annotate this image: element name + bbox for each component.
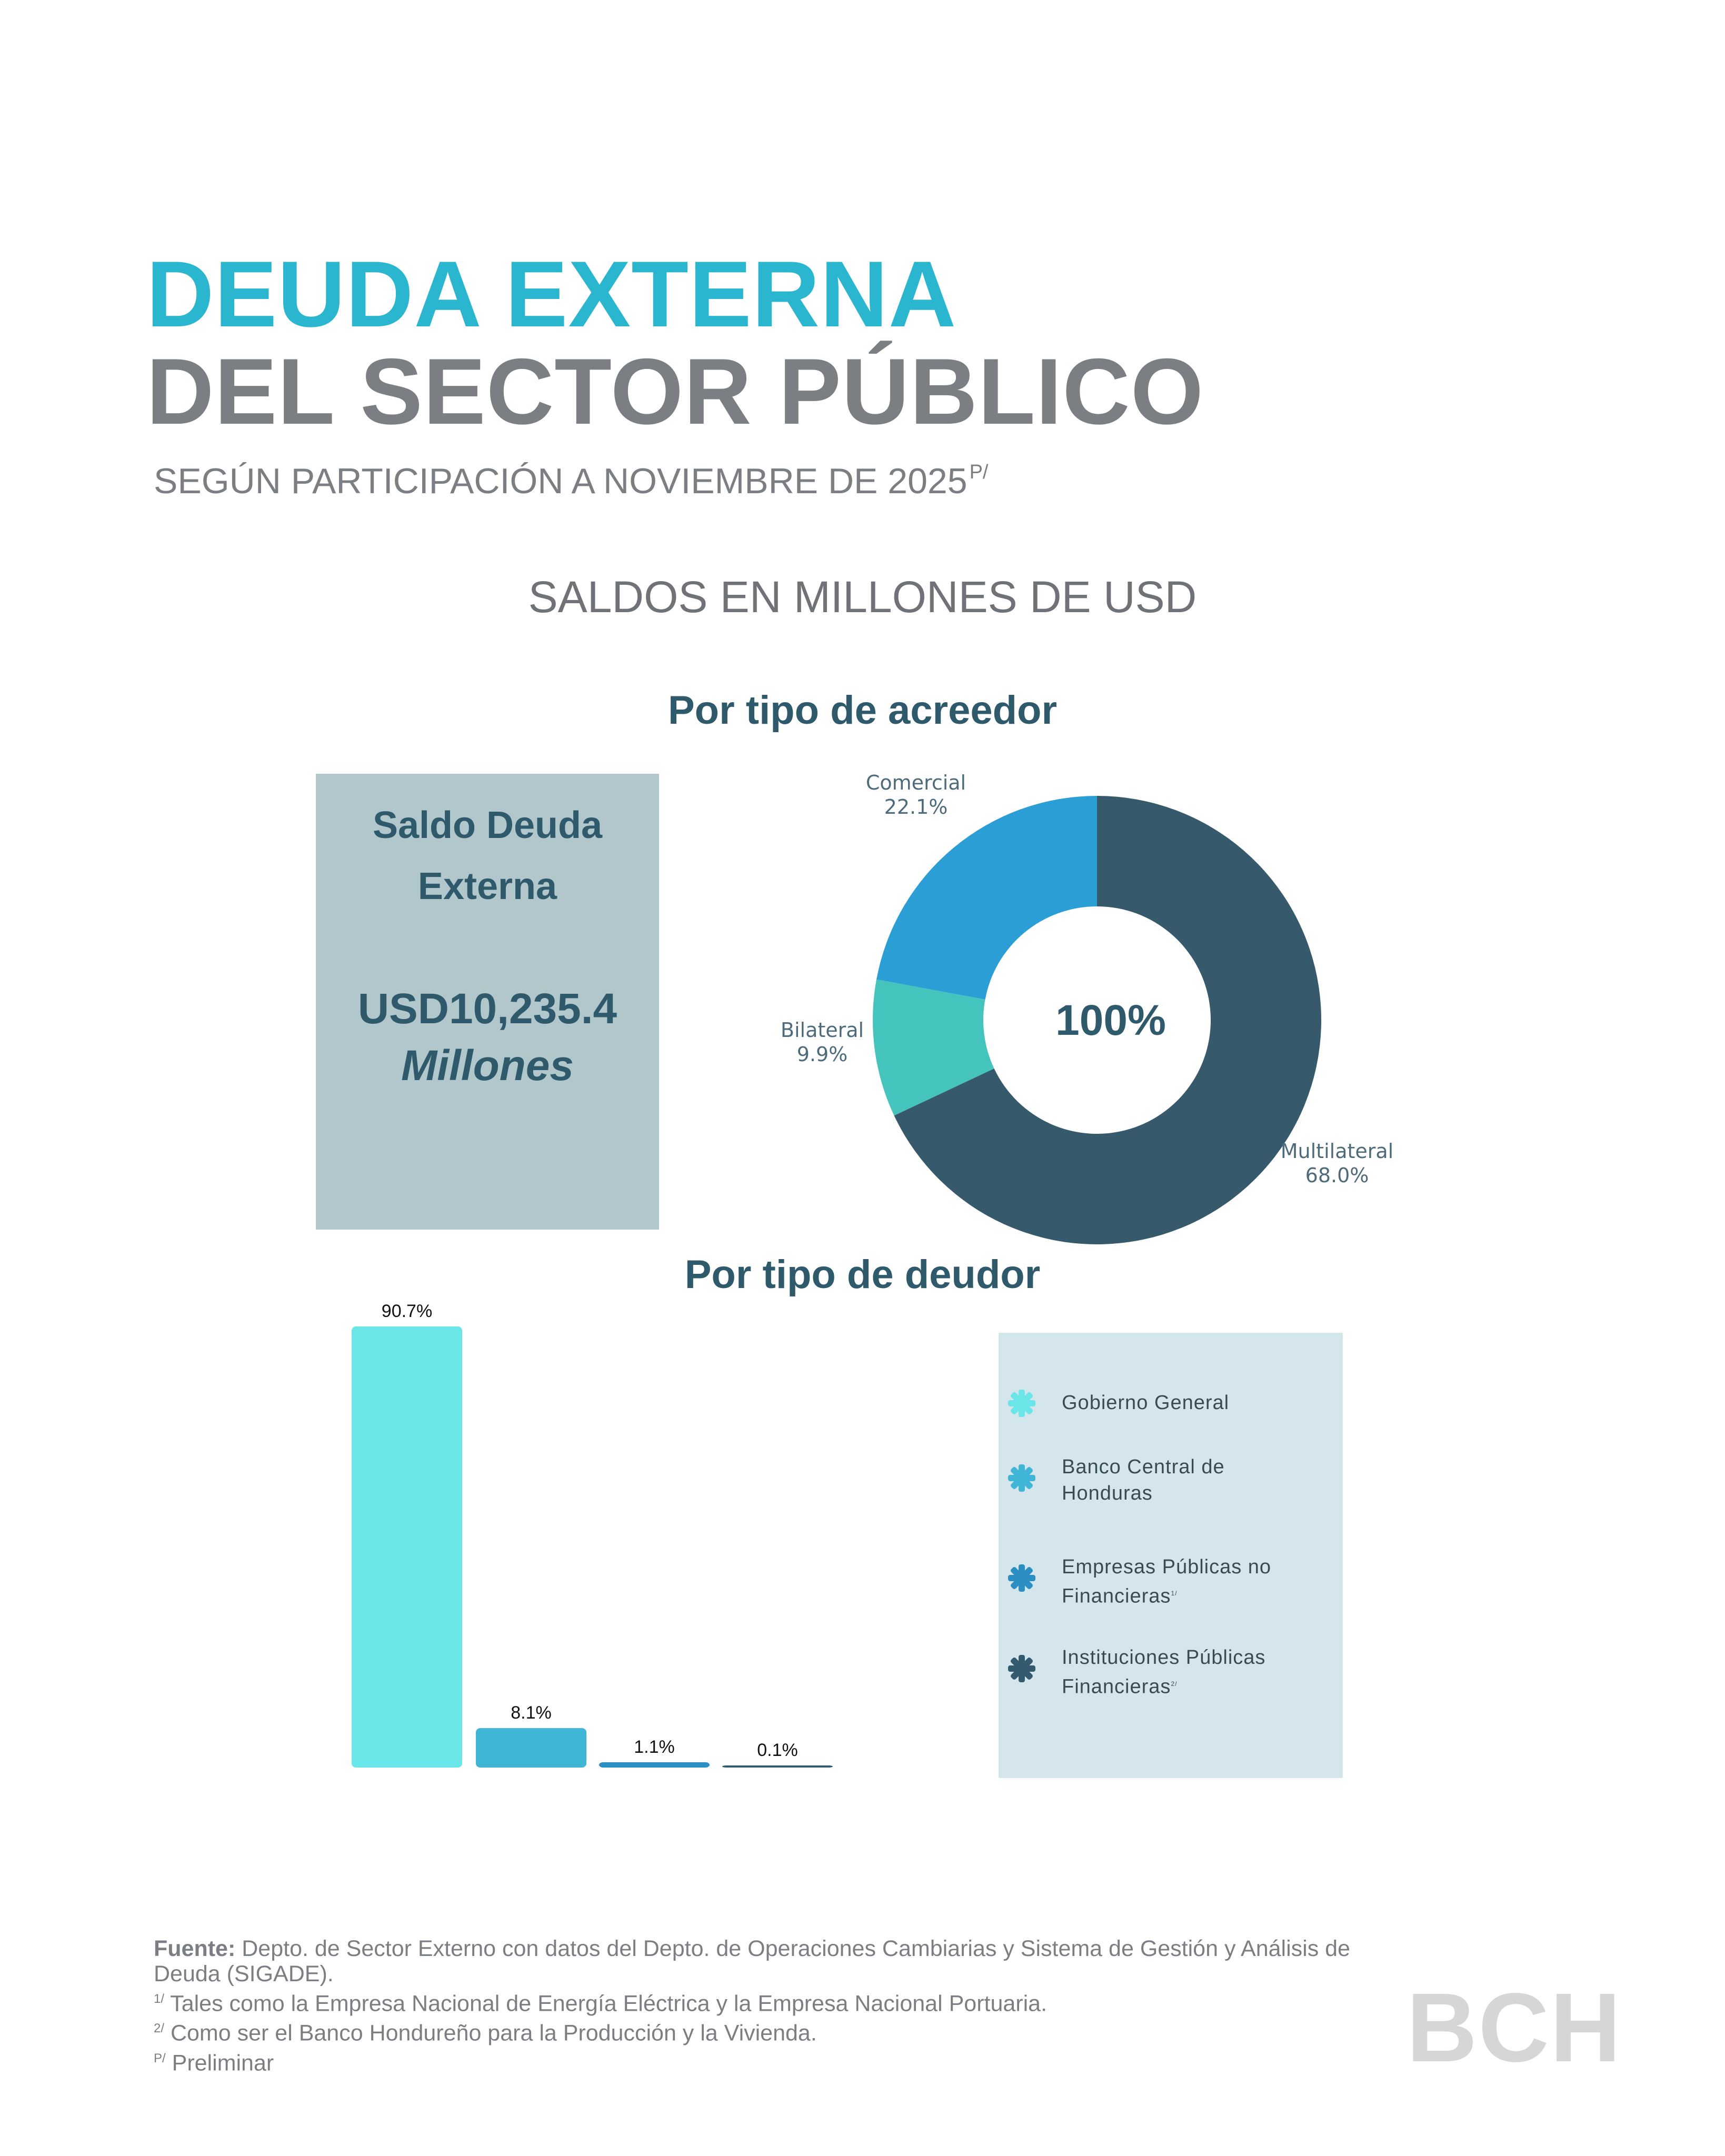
debtor-legend: Gobierno General Banco Central de Hondur… — [999, 1333, 1343, 1778]
debtor-chart-heading: Por tipo de deudor — [684, 1252, 1041, 1297]
legend-label-text: Gobierno General — [1062, 1392, 1230, 1414]
total-debt-box: Saldo Deuda Externa USD10,235.4 Millones — [316, 774, 659, 1230]
total-debt-value: USD10,235.4 — [357, 985, 617, 1033]
subtitle-note: P/ — [969, 461, 989, 483]
footnote-2-mark: 2/ — [154, 2021, 165, 2036]
footnote-p-text: Preliminar — [172, 2050, 274, 2075]
asterisk-icon — [1008, 1464, 1035, 1492]
asterisk-icon — [1008, 1655, 1035, 1682]
legend-label: Gobierno General — [1062, 1390, 1325, 1416]
bar-3 — [599, 1762, 710, 1768]
source-note: Fuente: Depto. de Sector Externo con dat… — [154, 1936, 1417, 1987]
title-line-2: DEL SECTOR PÚBLICO — [146, 339, 1204, 444]
footer-notes: Fuente: Depto. de Sector Externo con dat… — [154, 1936, 1417, 2075]
footnote-2-text: Como ser el Banco Hondureño para la Prod… — [170, 2020, 817, 2046]
footnote-1: 1/ Tales como la Empresa Nacional de Ene… — [154, 1987, 1417, 2016]
footnote-p-mark: P/ — [154, 2051, 166, 2065]
creditor-chart-heading: Por tipo de acreedor — [667, 688, 1058, 733]
legend-label: Empresas Públicas no Financieras1/ — [1062, 1554, 1283, 1610]
donut-slice-bilateral — [873, 979, 994, 1116]
asterisk-icon — [1008, 1390, 1035, 1417]
donut-label: Bilateral — [781, 1019, 864, 1042]
footnote-2: 2/ Como ser el Banco Hondureño para la P… — [154, 2016, 1417, 2046]
bar-value-label: 8.1% — [511, 1703, 552, 1723]
bar-2 — [476, 1728, 586, 1768]
donut-label: Comercial — [866, 771, 966, 794]
subtitle-text: SEGÚN PARTICIPACIÓN A NOVIEMBRE DE 2025 — [154, 461, 968, 501]
legend-note: 1/ — [1171, 1590, 1178, 1597]
units-heading: SALDOS EN MILLONES DE USD — [528, 572, 1197, 622]
bar-4 — [722, 1765, 833, 1768]
bar-value-label: 0.1% — [757, 1740, 798, 1760]
debtor-bar-chart: 90.7% 8.1% 1.1% 0.1% — [352, 1301, 833, 1768]
total-debt-unit: Millones — [401, 1042, 574, 1090]
legend-label: Instituciones Públicas Financieras2/ — [1062, 1644, 1283, 1700]
donut-slice-comercial — [876, 796, 1097, 1000]
title-line-1: DEUDA EXTERNA — [146, 242, 957, 346]
legend-note: 2/ — [1171, 1680, 1178, 1688]
bar-1 — [352, 1326, 462, 1768]
legend-label-text: Instituciones Públicas Financieras — [1062, 1646, 1266, 1698]
donut-value-label: 22.1% — [884, 795, 948, 819]
total-debt-label: Saldo Deuda Externa — [372, 804, 603, 907]
donut-label: Multilateral — [1281, 1140, 1393, 1163]
footnote-p: P/ Preliminar — [154, 2046, 1417, 2075]
footnote-1-mark: 1/ — [154, 1992, 165, 2006]
donut-value-label: 9.9% — [797, 1043, 848, 1066]
legend-label-text: Empresas Públicas no Financieras — [1062, 1556, 1272, 1608]
bch-logo: BCH — [1407, 1973, 1622, 2082]
legend-label: Banco Central de Honduras — [1062, 1454, 1235, 1506]
bar-value-label: 1.1% — [634, 1737, 675, 1757]
subtitle: SEGÚN PARTICIPACIÓN A NOVIEMBRE DE 2025 P… — [154, 462, 988, 499]
asterisk-icon — [1008, 1564, 1035, 1592]
donut-value-label: 68.0% — [1305, 1164, 1369, 1187]
legend-label-text: Banco Central de Honduras — [1062, 1456, 1225, 1504]
source-text: Depto. de Sector Externo con datos del D… — [154, 1936, 1350, 1987]
footnote-1-text: Tales como la Empresa Nacional de Energí… — [170, 1991, 1048, 2017]
bar-value-label: 90.7% — [382, 1301, 432, 1321]
source-label: Fuente: — [154, 1936, 236, 1961]
donut-slice-multilateral — [894, 796, 1321, 1245]
donut-center-label: 100% — [1055, 996, 1166, 1044]
